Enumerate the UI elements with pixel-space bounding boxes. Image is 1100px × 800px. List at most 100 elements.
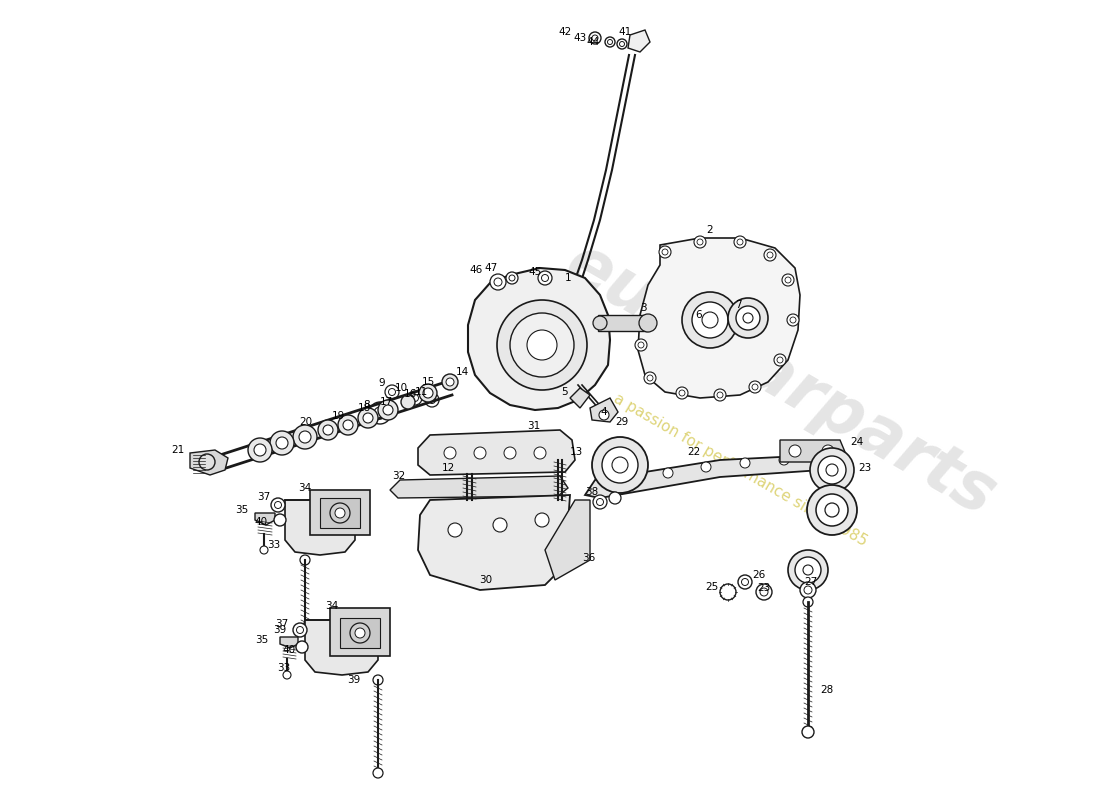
Circle shape	[509, 275, 515, 281]
Text: 5: 5	[561, 387, 568, 397]
Circle shape	[494, 278, 502, 286]
Circle shape	[419, 384, 437, 402]
Circle shape	[617, 39, 627, 49]
Circle shape	[767, 252, 773, 258]
Circle shape	[493, 518, 507, 532]
Circle shape	[293, 425, 317, 449]
Polygon shape	[570, 388, 590, 408]
Circle shape	[199, 454, 214, 470]
Circle shape	[358, 408, 378, 428]
Text: a passion for performance since 1985: a passion for performance since 1985	[610, 391, 869, 549]
Circle shape	[388, 389, 396, 395]
Circle shape	[647, 375, 653, 381]
Bar	[310, 490, 370, 535]
Circle shape	[374, 407, 386, 419]
Circle shape	[368, 402, 390, 424]
Circle shape	[363, 413, 373, 423]
Circle shape	[720, 584, 736, 600]
Circle shape	[424, 388, 433, 398]
Circle shape	[474, 447, 486, 459]
Circle shape	[803, 597, 813, 607]
Circle shape	[602, 447, 638, 483]
Text: 21: 21	[172, 445, 185, 455]
Text: 40: 40	[283, 645, 296, 655]
Circle shape	[803, 565, 813, 575]
Circle shape	[663, 468, 673, 478]
Circle shape	[804, 586, 812, 594]
Text: 8: 8	[363, 400, 370, 410]
Circle shape	[738, 575, 752, 589]
Circle shape	[782, 274, 794, 286]
Circle shape	[728, 298, 768, 338]
Circle shape	[777, 357, 783, 363]
Circle shape	[336, 508, 345, 518]
Text: 19: 19	[332, 411, 345, 421]
Circle shape	[742, 313, 754, 323]
Circle shape	[299, 431, 311, 443]
Text: 13: 13	[570, 447, 583, 457]
Text: 42: 42	[559, 27, 572, 37]
Circle shape	[593, 495, 607, 509]
Polygon shape	[418, 495, 570, 590]
Text: 31: 31	[527, 421, 540, 431]
Circle shape	[635, 339, 647, 351]
Polygon shape	[468, 268, 610, 410]
Circle shape	[807, 485, 857, 535]
Circle shape	[425, 393, 439, 407]
Circle shape	[818, 456, 846, 484]
Polygon shape	[544, 500, 590, 580]
Circle shape	[714, 389, 726, 401]
Text: 29: 29	[615, 417, 628, 427]
Circle shape	[760, 588, 768, 596]
Text: 17: 17	[379, 397, 394, 407]
Text: 27: 27	[804, 577, 817, 587]
Circle shape	[717, 392, 723, 398]
Circle shape	[741, 578, 748, 586]
Circle shape	[764, 249, 776, 261]
Circle shape	[535, 513, 549, 527]
Circle shape	[297, 626, 304, 634]
Text: 32: 32	[392, 471, 405, 481]
Text: 45: 45	[529, 267, 542, 277]
Circle shape	[411, 394, 418, 402]
Text: 39: 39	[273, 625, 286, 635]
Text: 11: 11	[415, 387, 428, 397]
Circle shape	[323, 425, 333, 435]
Circle shape	[789, 445, 801, 457]
Text: 2: 2	[706, 225, 713, 235]
Circle shape	[248, 438, 272, 462]
Circle shape	[816, 494, 848, 526]
Bar	[330, 608, 390, 656]
Circle shape	[785, 277, 791, 283]
Circle shape	[506, 272, 518, 284]
Circle shape	[538, 271, 552, 285]
Text: 23: 23	[858, 463, 871, 473]
Circle shape	[373, 768, 383, 778]
Circle shape	[254, 444, 266, 456]
Circle shape	[697, 239, 703, 245]
Circle shape	[275, 502, 282, 509]
Circle shape	[343, 420, 353, 430]
Polygon shape	[780, 440, 845, 462]
Text: 35: 35	[234, 505, 248, 515]
Text: 18: 18	[358, 403, 372, 413]
Circle shape	[749, 381, 761, 393]
Circle shape	[702, 312, 718, 328]
Circle shape	[682, 292, 738, 348]
Circle shape	[592, 35, 598, 41]
Circle shape	[800, 582, 816, 598]
Circle shape	[605, 37, 615, 47]
Bar	[320, 498, 360, 528]
Circle shape	[612, 457, 628, 473]
Text: 20: 20	[299, 417, 312, 427]
Circle shape	[659, 246, 671, 258]
Text: 3: 3	[640, 303, 647, 313]
Text: 33: 33	[277, 663, 290, 673]
Circle shape	[490, 274, 506, 290]
Text: 1: 1	[565, 273, 572, 283]
Text: 28: 28	[820, 685, 834, 695]
Circle shape	[300, 555, 310, 565]
Circle shape	[625, 475, 635, 485]
Circle shape	[786, 314, 799, 326]
Circle shape	[779, 455, 789, 465]
